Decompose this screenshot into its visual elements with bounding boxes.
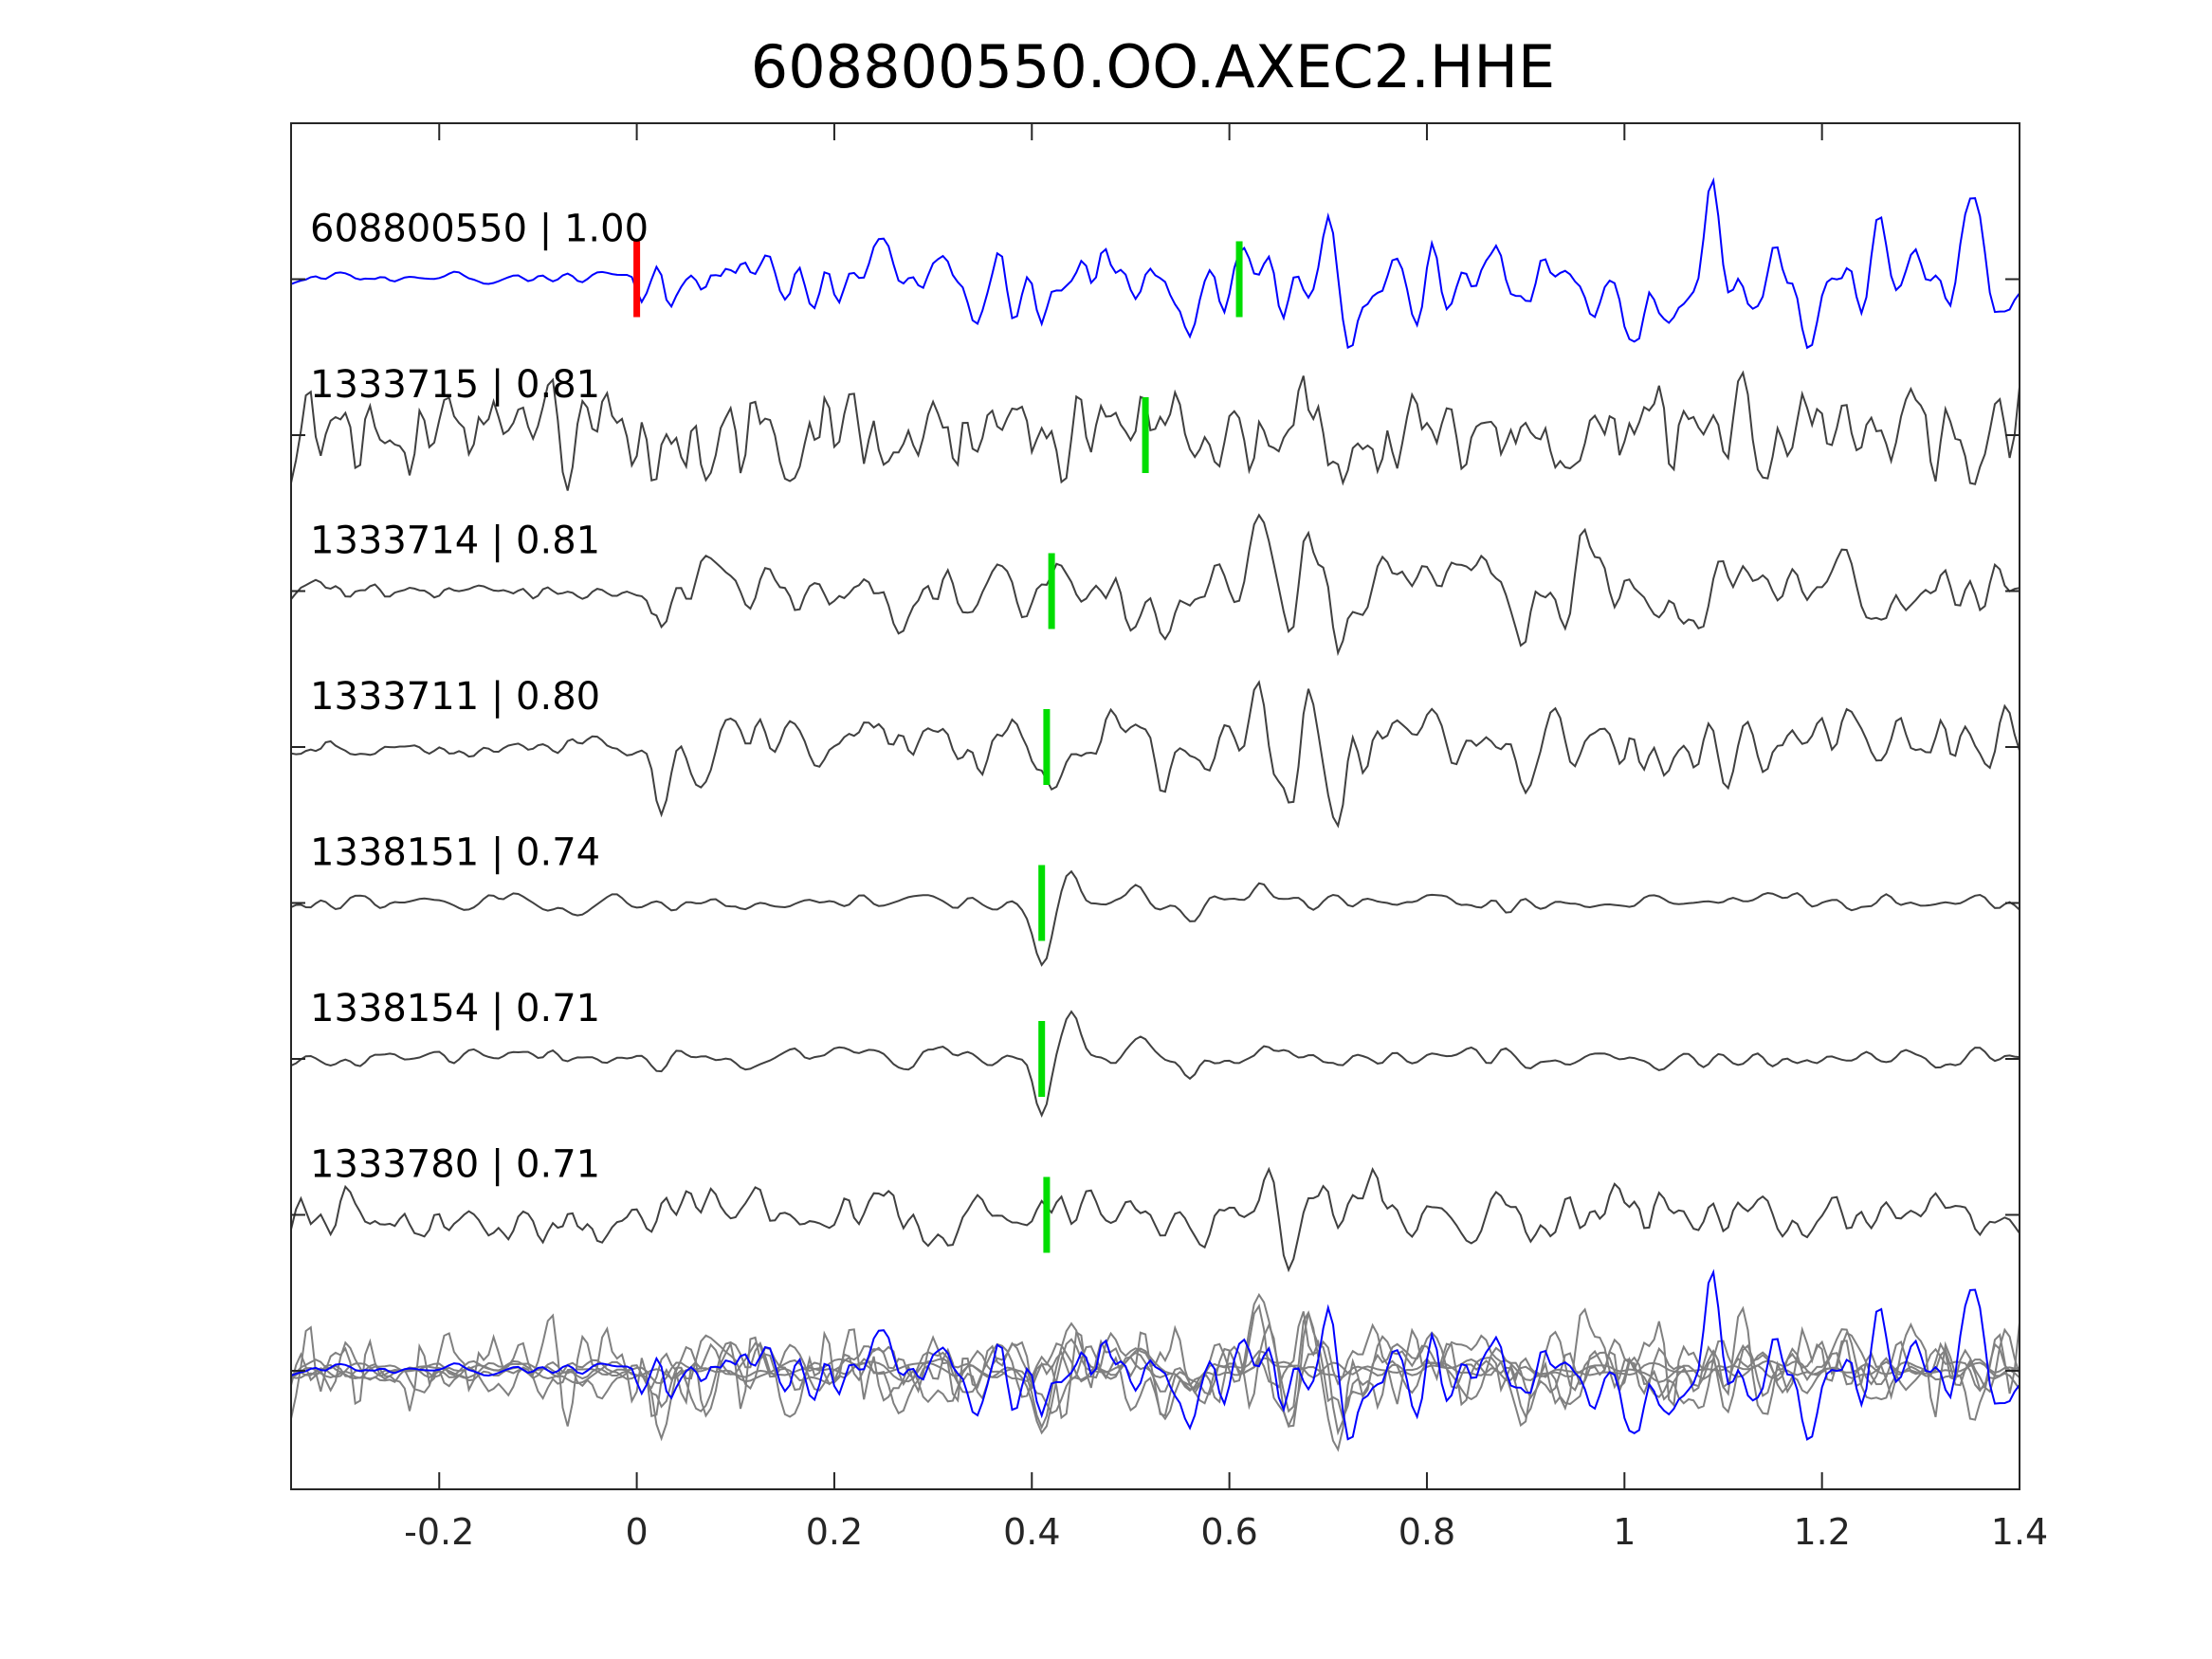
x-tick-label: 1.4 — [1991, 1511, 2048, 1553]
trace-line — [290, 176, 2020, 350]
trace-line — [290, 370, 2020, 491]
stack-trace-line — [290, 1305, 2020, 1427]
x-tick-label: 0.6 — [1200, 1511, 1257, 1553]
picks-group — [633, 241, 1243, 1253]
trace-line — [290, 513, 2020, 657]
x-tick-label: 0.8 — [1398, 1511, 1455, 1553]
traces-group — [290, 176, 2020, 1452]
x-tick-label: 0 — [626, 1511, 649, 1553]
trace-label: 1338151 | 0.74 — [310, 830, 600, 874]
trace-line — [290, 869, 2020, 967]
trace-labels: 608800550 | 1.00 1333715 | 0.81 1333714 | … — [310, 207, 649, 1186]
trace-label: 1333715 | 0.81 — [310, 363, 600, 407]
trace-label: 1333714 | 0.81 — [310, 519, 600, 562]
plot-frame — [290, 122, 2020, 1490]
chart-title: 608800550.OO.AXEC2.HHE — [751, 32, 1555, 101]
trace-label: 1333780 | 0.71 — [310, 1142, 600, 1186]
trace-label: 1338154 | 0.71 — [310, 987, 600, 1030]
trace-line — [290, 1010, 2020, 1118]
x-axis: -0.2 0 0.2 0.4 0.6 0.8 1 1.2 1.4 — [291, 123, 2048, 1553]
x-tick-label: 1 — [1613, 1511, 1636, 1553]
trace-line — [290, 680, 2020, 829]
trace-line — [290, 1166, 2020, 1273]
stack-template-line — [290, 1268, 2020, 1441]
stack-trace-line — [290, 1304, 2020, 1452]
x-tick-label: 1.2 — [1793, 1511, 1850, 1553]
x-tick-label: -0.2 — [404, 1511, 474, 1553]
stack-trace-line — [290, 1292, 2020, 1436]
x-tick-label: 0.4 — [1003, 1511, 1060, 1553]
stack-trace-line — [290, 1322, 2020, 1429]
x-tick-label: 0.2 — [806, 1511, 863, 1553]
trace-label: 608800550 | 1.00 — [310, 207, 649, 250]
trace-label: 1333711 | 0.80 — [310, 675, 600, 719]
